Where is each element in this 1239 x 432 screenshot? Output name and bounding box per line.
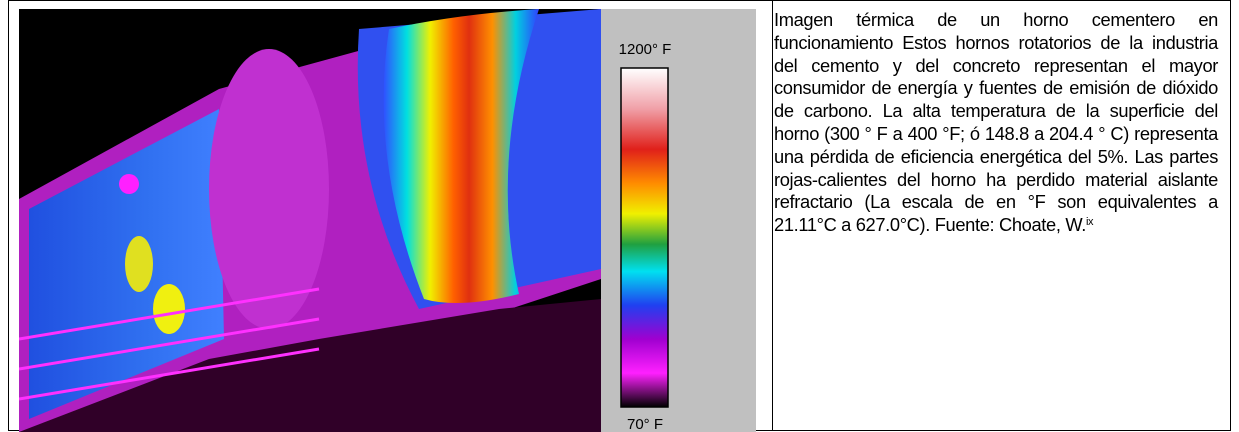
table-frame: 1200° F 70° F	[8, 0, 1231, 432]
thermal-image: 1200° F 70° F	[19, 9, 756, 432]
footnote-mark: ix	[1085, 216, 1094, 229]
caption-text: Imagen térmica de un horno cementero en …	[774, 9, 1218, 236]
scale-min-label: 70° F	[627, 416, 663, 432]
caption: Imagen térmica de un horno cementero en …	[774, 9, 1218, 237]
color-scale	[620, 67, 669, 408]
figure-cell: 1200° F 70° F	[9, 1, 773, 432]
scale-max-label: 1200° F	[619, 41, 672, 58]
